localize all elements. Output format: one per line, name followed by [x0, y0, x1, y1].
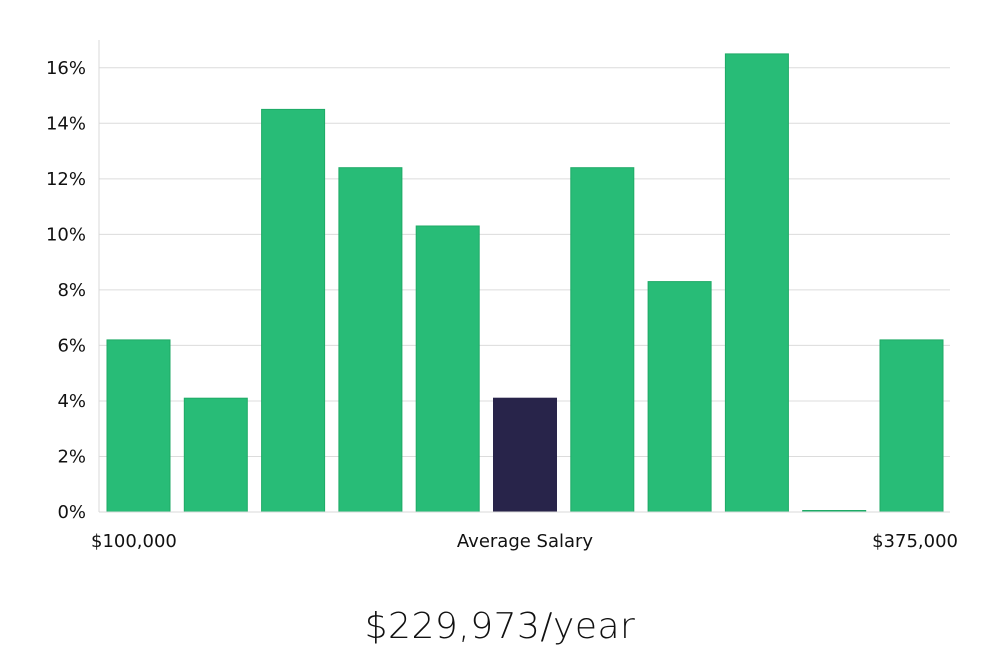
- bar-8: [724, 53, 789, 513]
- bar-2: [261, 108, 326, 513]
- y-tick-label-0: 0%: [57, 502, 86, 523]
- bar-3: [338, 167, 403, 513]
- y-tick-label-16: 16%: [46, 58, 86, 79]
- y-tick-label-6: 6%: [57, 335, 86, 356]
- y-tick-label-8: 8%: [57, 280, 86, 301]
- bar-highlighted: [493, 397, 557, 513]
- bar-1: [183, 397, 248, 513]
- y-tick-label-14: 14%: [46, 113, 86, 134]
- bar-7: [647, 281, 712, 513]
- bar-0: [106, 339, 171, 513]
- salary-histogram: 0% 2% 4% 6% 8% 10% 12% 14% 16% $100,000 $375,000 Av…: [46, 40, 958, 552]
- bar-10: [879, 339, 944, 513]
- x-min-label: $100,000: [91, 531, 177, 552]
- histogram-svg: 0% 2% 4% 6% 8% 10% 12% 14% 16% $100,000 $375,000 Av…: [46, 40, 958, 552]
- y-tick-label-12: 12%: [46, 169, 86, 190]
- bar-4: [415, 225, 480, 513]
- y-tick-label-4: 4%: [57, 391, 86, 412]
- x-max-label: $375,000: [872, 531, 958, 552]
- y-tick-label-10: 10%: [46, 224, 86, 245]
- bar-6: [570, 167, 635, 513]
- average-salary-value: $229,973/year: [364, 606, 636, 647]
- x-axis-title: Average Salary: [457, 531, 594, 552]
- y-tick-label-2: 2%: [57, 446, 86, 467]
